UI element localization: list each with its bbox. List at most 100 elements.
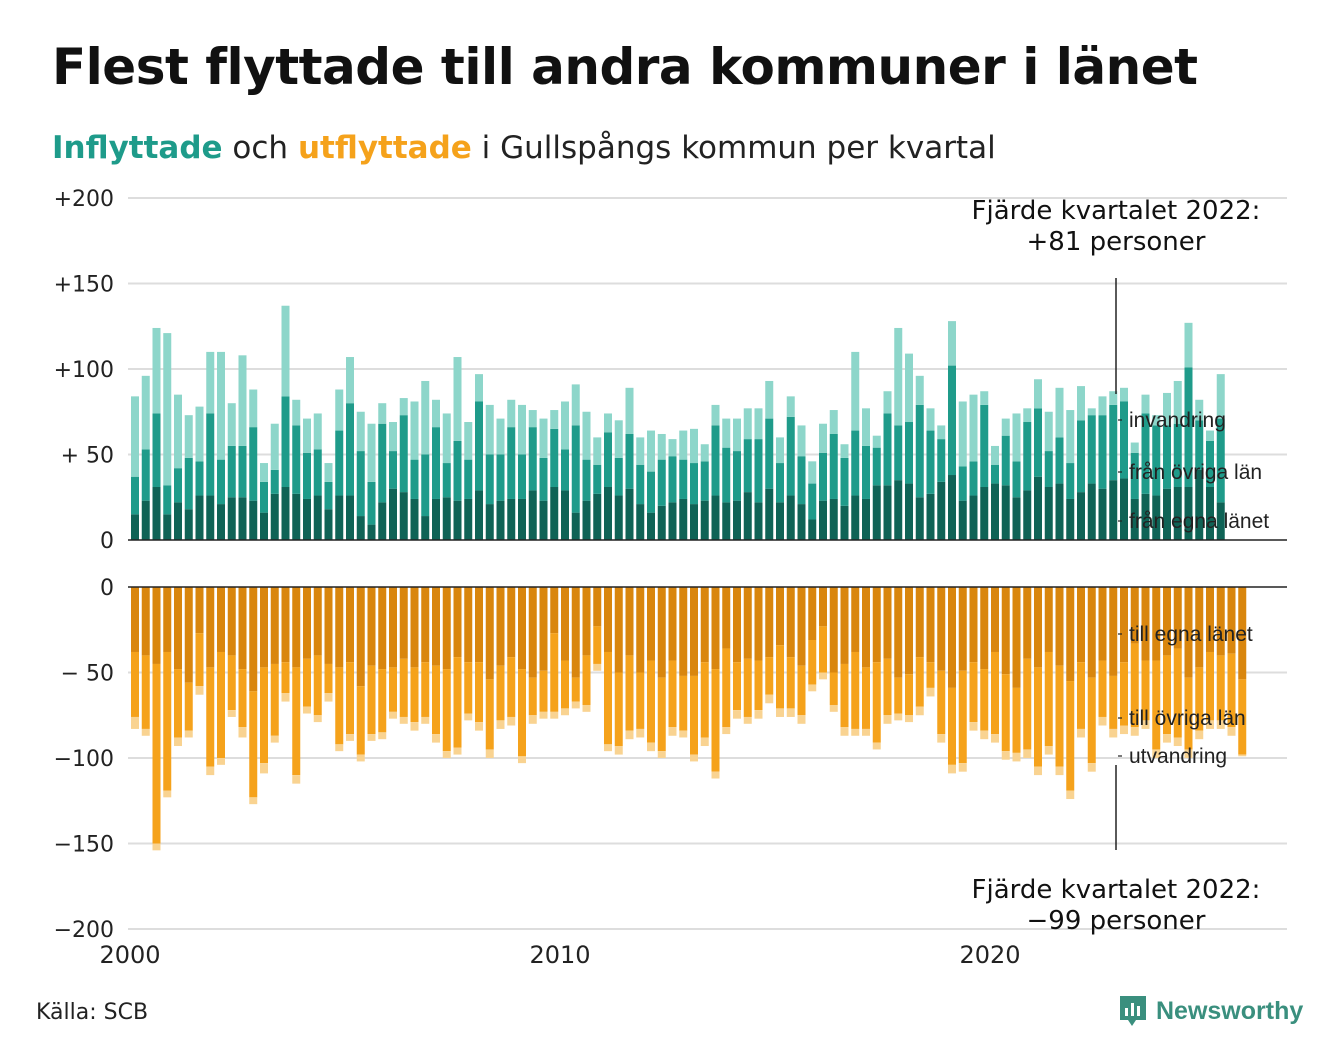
outflow-bar-segment (1034, 766, 1042, 776)
outflow-bar-segment (958, 587, 967, 671)
inflow-bar-segment (561, 449, 569, 491)
outflow-bar-segment (948, 764, 956, 774)
outflow-bar-segment (722, 587, 731, 649)
outflow-bar-segment (1120, 662, 1128, 726)
outflow-bar-segment (593, 587, 602, 627)
inflow-bar-segment (539, 500, 548, 540)
outflow-bar-segment (1023, 658, 1032, 750)
inflow-bar-segment (829, 498, 838, 540)
outflow-bar-segment (324, 693, 333, 702)
outflow-bar-segment (1163, 734, 1171, 743)
outflow-bar-segment (797, 665, 806, 716)
outflow-bar-segment (743, 716, 752, 724)
outflow-bar-segment (1087, 587, 1096, 678)
outflow-bar-segment (1109, 675, 1118, 729)
inflow-bar-segment (743, 408, 752, 440)
outflow-bar-segment (1227, 727, 1236, 736)
inflow-bar-segment (1034, 476, 1042, 540)
outflow-bar-segment (937, 587, 946, 671)
inflow-bar-segment (1012, 497, 1021, 540)
inflow-bar-segment (453, 500, 462, 540)
outflow-bar-segment (475, 662, 483, 723)
inflow-bar-segment (808, 461, 817, 484)
outflow-bar-segment (260, 763, 268, 774)
outflow-bar-segment (1012, 687, 1021, 753)
outflow-bar-segment (808, 587, 817, 641)
inflow-bar-segment (464, 498, 473, 540)
outflow-bar-segment (1141, 587, 1150, 661)
inflow-bar-segment (303, 452, 311, 499)
outflow-bar-segment (765, 587, 774, 658)
outflow-bar-segment (561, 708, 569, 716)
outflow-bar-segment (389, 667, 397, 712)
outflow-bar-segment (1184, 749, 1193, 758)
inflow-bar-segment (1023, 490, 1032, 540)
outflow-bar-segment (1001, 751, 1010, 760)
outflow-bar-segment (496, 665, 505, 721)
outflow-bar-segment (948, 587, 956, 688)
inflow-bar-segment (475, 401, 483, 491)
outflow-bar-segment (206, 766, 215, 776)
outflow-bar-segment (227, 655, 236, 711)
inflow-bar-segment (733, 451, 741, 501)
source-note: Källa: SCB (36, 1000, 149, 1025)
inflow-bar-segment (249, 389, 258, 428)
inflow-bar-segment (260, 463, 268, 482)
outflow-bar-segment (1044, 651, 1053, 747)
inflow-bar-segment (958, 466, 967, 501)
inflow-bar-segment (969, 495, 978, 540)
inflow-bar-segment (528, 427, 537, 491)
outflow-bar-segment (969, 587, 978, 663)
outflow-bar-segment (421, 716, 430, 724)
inflow-bar-segment (238, 355, 247, 446)
outflow-bar-segment (550, 633, 559, 712)
inflow-bar-segment (754, 502, 763, 540)
outflow-bar-segment (238, 727, 247, 738)
inflow-bar-segment (141, 500, 150, 540)
inflow-bar-segment (464, 422, 473, 460)
outflow-bar-segment (131, 651, 139, 717)
inflow-bar-segment (195, 406, 204, 462)
outflow-bar-segment (227, 587, 236, 656)
x-tick-label: 2000 (99, 941, 160, 969)
outflow-bar-segment (260, 587, 268, 668)
outflow-bar-segment (292, 775, 301, 784)
outflow-bar-segment (1120, 725, 1128, 735)
outflow-bar-segment (432, 587, 440, 666)
inflow-bar-segment (980, 391, 989, 405)
outflow-bar-segment (496, 720, 505, 729)
outflow-bar-segment (636, 728, 645, 738)
outflow-bar-segment (335, 744, 344, 752)
outflow-bar-segment (324, 663, 333, 694)
inflow-bar-segment (1001, 418, 1010, 436)
outflow-bar-segment (625, 587, 634, 656)
outflow-bar-segment (313, 715, 322, 723)
segment-label: från övriga län (1129, 461, 1262, 484)
outflow-bar-segment (1141, 660, 1150, 721)
inflow-bar-segment (217, 459, 225, 505)
annotation-top-line1: Fjärde kvartalet 2022: (972, 196, 1261, 226)
outflow-bar-segment (819, 672, 827, 680)
inflow-bar-segment (604, 486, 612, 540)
outflow-bar-segment (1130, 727, 1139, 736)
inflow-bar-segment (346, 495, 354, 540)
outflow-bar-segment (324, 587, 333, 664)
inflow-bar-segment (1077, 420, 1085, 493)
inflow-bar-segment (1034, 408, 1042, 477)
inflow-bar-segment (657, 505, 666, 540)
outflow-bar-segment (786, 587, 795, 658)
outflow-bar-segment (1066, 681, 1075, 791)
inflow-bar-segment (303, 418, 311, 453)
inflow-bar-segment (313, 413, 322, 450)
outflow-bar-segment (915, 706, 924, 716)
inflow-bar-segment (700, 444, 709, 462)
outflow-bar-segment (432, 665, 440, 735)
outflow-bar-segment (303, 706, 311, 714)
inflow-bar-segment (324, 481, 333, 510)
outflow-bar-segment (1141, 720, 1150, 729)
inflow-bar-segment (1098, 415, 1107, 489)
inflow-bar-segment (399, 415, 408, 493)
inflow-bar-segment (163, 514, 172, 540)
inflow-bar-segment (442, 497, 451, 540)
outflow-bar-segment (1044, 746, 1053, 755)
